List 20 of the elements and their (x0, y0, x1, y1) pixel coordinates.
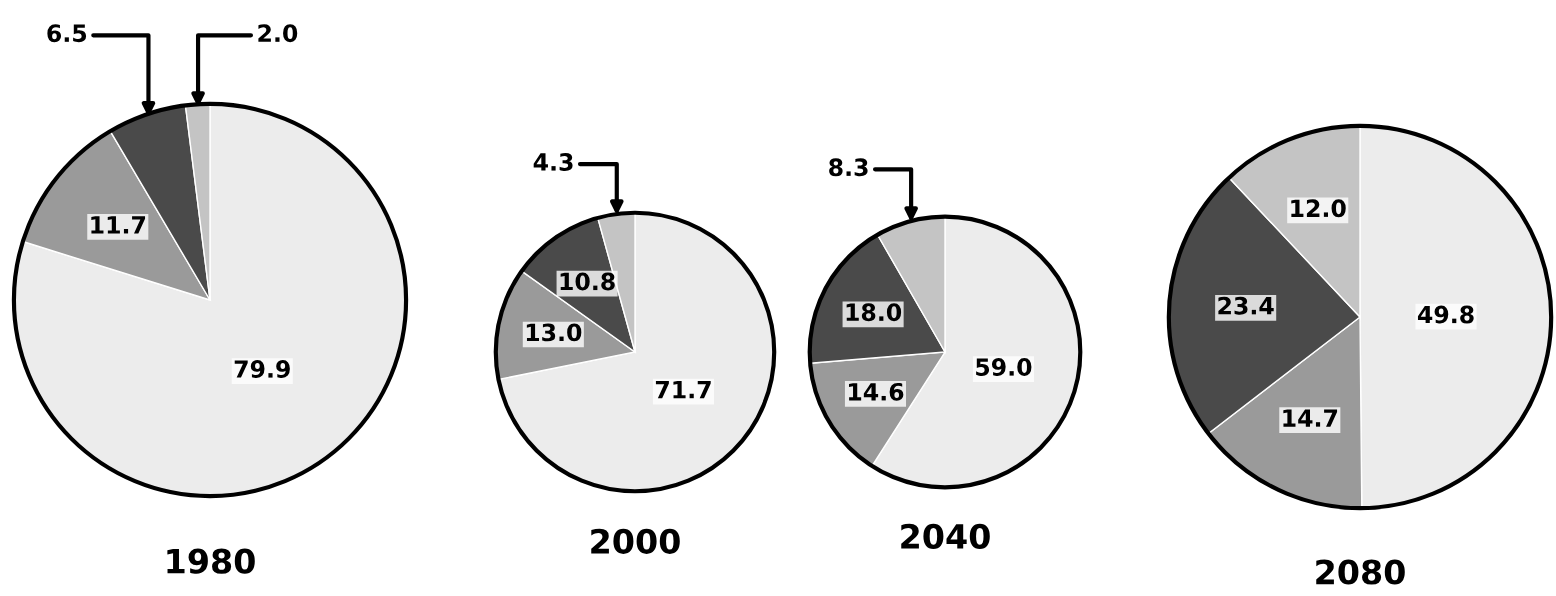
data-label: 11.7 (91, 216, 146, 234)
data-label: 14.6 (849, 382, 904, 401)
text: 2000 (591, 528, 680, 554)
data-label: 13.0 (526, 323, 582, 342)
data-label: 23.4 (1218, 296, 1274, 315)
data-label: 6.5 (47, 24, 87, 43)
data-label: 8.3 (829, 158, 868, 177)
data-label: 2.0 (258, 24, 298, 43)
data-label: 4.3 (533, 153, 573, 171)
data-label: 18.0 (846, 303, 902, 322)
data-label: 59.0 (976, 358, 1032, 376)
data-label: 71.7 (655, 381, 711, 399)
data-label: 10.8 (560, 272, 615, 291)
data-label: 12.0 (1291, 199, 1346, 218)
text: 2080 (1316, 559, 1405, 585)
data-label: 79.9 (234, 360, 290, 378)
text: 2040 (901, 523, 990, 549)
data-label: 49.8 (1417, 305, 1474, 324)
data-label: 14.7 (1283, 409, 1338, 427)
text: 1980 (167, 548, 255, 574)
